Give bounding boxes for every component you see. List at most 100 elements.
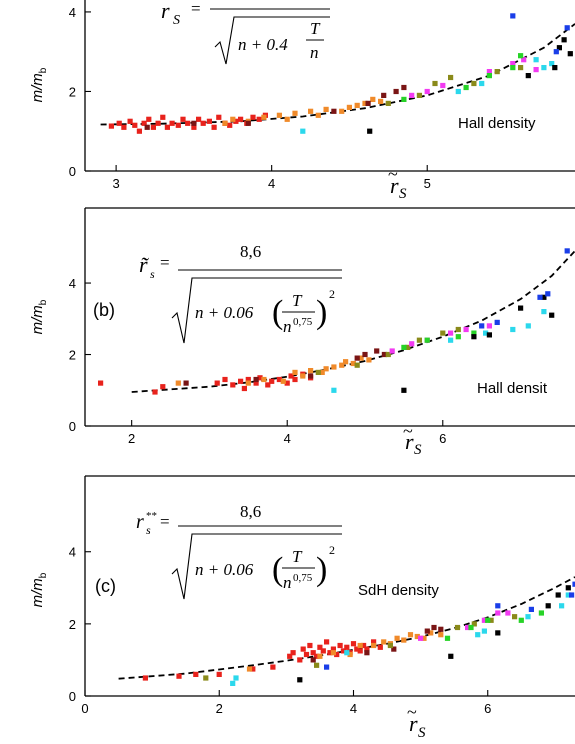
panel-b-points [98,248,570,395]
data-point [261,114,267,120]
panel-a-frame [84,0,575,172]
data-point [528,606,534,612]
data-point [510,13,516,19]
data-point [132,122,138,128]
data-point [370,96,376,102]
formula-lhs-sub: s [146,523,151,537]
data-point [256,116,262,122]
data-point [308,368,314,374]
panel-a-points [108,13,573,134]
data-point [495,610,501,616]
data-point [98,380,104,386]
data-point [541,65,547,71]
data-point [284,380,290,386]
data-point [307,642,313,649]
data-point [261,376,267,383]
data-point [555,592,561,598]
data-point [468,624,474,631]
panel-c-frame [84,475,575,697]
data-point [175,122,181,128]
data-point [331,387,337,393]
data-point [521,57,527,63]
data-point [270,664,276,670]
formula-lhs: r [161,0,170,23]
y-tick-label: 0 [69,419,76,434]
data-point [401,84,407,91]
data-point [364,650,370,656]
x-tick-label: 0 [81,701,88,716]
svg-text:S: S [399,186,407,202]
data-point [366,357,372,363]
data-point [350,641,357,647]
data-point [233,118,239,124]
x-tick-label: 4 [284,431,291,446]
data-point [475,632,481,638]
data-point [418,635,424,641]
data-point [292,369,298,375]
data-point [455,334,461,340]
formula-lhs-sub: S [173,13,180,28]
data-point [510,65,516,71]
x-tick-label: 6 [439,431,446,446]
x-tick-label: 2 [128,431,135,446]
formula-frac-num: T [292,547,303,566]
data-point [371,642,377,649]
panel-c-points [142,581,575,686]
panel-c-x-axis-label: r ~ S [407,702,426,741]
data-point [276,112,282,118]
data-point [549,312,555,318]
data-point [495,603,501,609]
formula-numerator: 8,6 [240,502,261,521]
svg-text:S: S [418,725,426,741]
data-point [330,650,336,656]
svg-text:S: S [414,442,422,458]
data-point [357,648,363,654]
data-point [253,376,259,383]
data-point [510,326,516,333]
data-point [284,116,290,122]
y-tick-label: 2 [69,348,76,363]
data-point [525,73,531,79]
formula-frac-den-exp: 0,75 [293,572,313,584]
svg-text:(: ( [272,294,283,331]
data-point [164,124,170,130]
data-point [486,69,492,75]
data-point [191,120,197,126]
data-point [280,378,286,384]
formula-equals: = [191,0,201,18]
data-point [495,630,501,636]
data-point [155,120,161,126]
data-point [525,614,531,620]
panel-b-ticks: 2 4 6 0 2 4 [69,276,447,446]
data-point [485,617,491,623]
data-point [245,380,251,386]
data-point [169,120,175,126]
data-point [238,116,244,122]
data-point [545,603,551,609]
data-point [440,330,446,336]
panel-a-annotation: Hall density [458,115,536,132]
data-point [385,351,391,358]
data-point [233,675,239,681]
data-point [193,671,199,677]
data-point [438,632,444,638]
panel-c-label: (c) [95,576,116,596]
data-point [146,116,152,122]
data-point [214,380,220,386]
data-point [250,114,256,120]
panel-a-y-axis-label: m/mb [29,67,49,102]
data-point [354,646,360,652]
data-point [448,330,454,336]
formula-lhs-sub: s [150,267,155,281]
data-point [327,650,333,656]
data-point [315,112,321,118]
data-point [564,248,570,254]
data-point [471,334,477,340]
data-point [378,98,384,104]
data-point [387,642,393,649]
svg-text:r: r [409,711,418,736]
data-point [150,124,156,130]
panel-b: 2 4 6 0 2 4 m/mb (b) Hall densit r̃ s = 8,6 n… [29,207,575,458]
data-point [339,108,345,114]
data-point [245,376,251,383]
